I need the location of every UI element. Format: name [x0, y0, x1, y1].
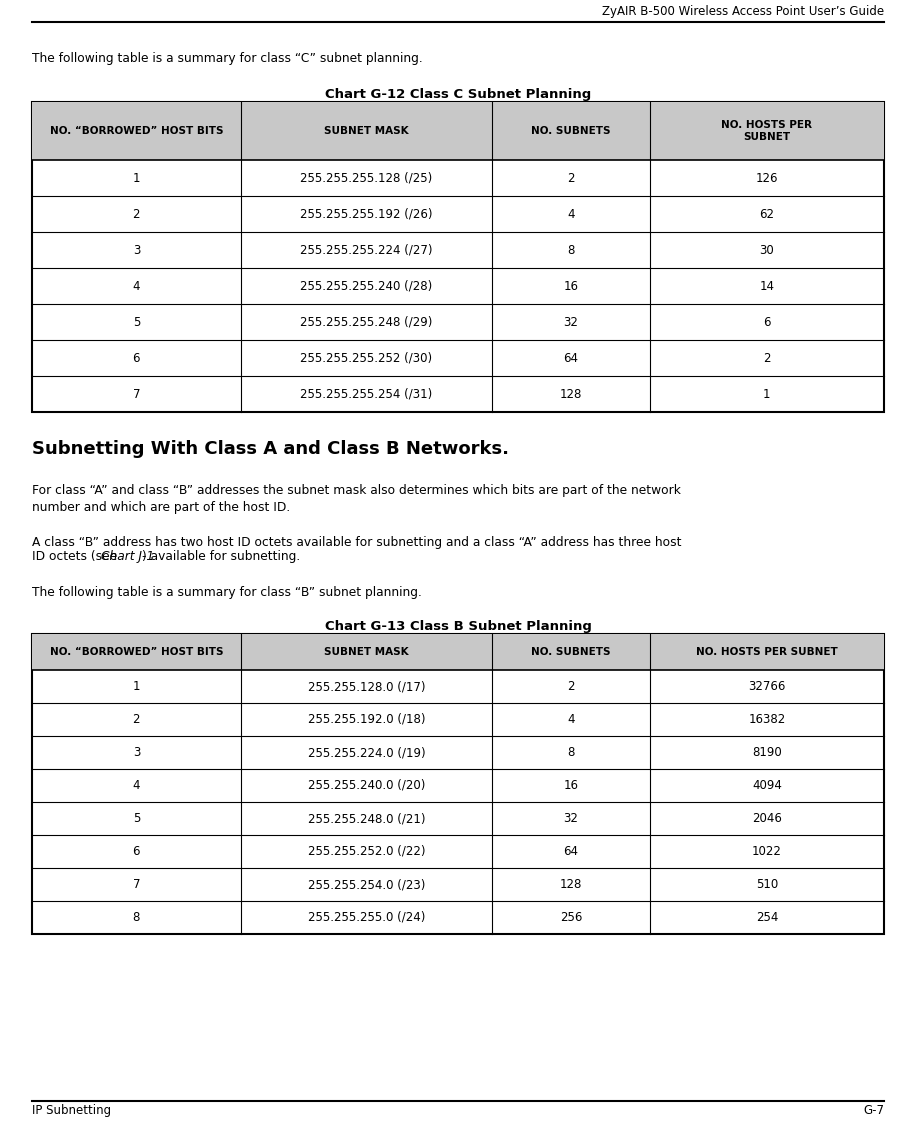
Text: 255.255.255.224 (/27): 255.255.255.224 (/27) — [300, 244, 432, 256]
Text: 255.255.255.240 (/28): 255.255.255.240 (/28) — [300, 280, 432, 292]
Text: 255.255.255.252 (/30): 255.255.255.252 (/30) — [300, 351, 432, 365]
Text: Chart G-13 Class B Subnet Planning: Chart G-13 Class B Subnet Planning — [324, 620, 592, 633]
Text: 4: 4 — [567, 208, 574, 220]
Text: 2: 2 — [133, 713, 140, 725]
Text: 32: 32 — [563, 316, 578, 329]
Bar — [32, 102, 884, 412]
Text: 255.255.240.0 (/20): 255.255.240.0 (/20) — [308, 779, 425, 792]
Text: 1: 1 — [133, 681, 140, 693]
Text: 3: 3 — [133, 244, 140, 256]
Text: 7: 7 — [133, 878, 140, 891]
Text: 255.255.252.0 (/22): 255.255.252.0 (/22) — [308, 844, 425, 858]
Text: 255.255.254.0 (/23): 255.255.254.0 (/23) — [308, 878, 425, 891]
Text: 255.255.255.0 (/24): 255.255.255.0 (/24) — [308, 911, 425, 924]
Text: 16: 16 — [563, 280, 578, 292]
Text: ZyAIR B-500 Wireless Access Point User’s Guide: ZyAIR B-500 Wireless Access Point User’s… — [602, 4, 884, 18]
Text: 64: 64 — [563, 351, 578, 365]
Text: 3: 3 — [133, 746, 140, 759]
Text: 4: 4 — [567, 713, 574, 725]
Text: A class “B” address has two host ID octets available for subnetting and a class : A class “B” address has two host ID octe… — [32, 536, 682, 549]
Text: SUBNET MASK: SUBNET MASK — [324, 647, 409, 657]
Text: NO. “BORROWED” HOST BITS: NO. “BORROWED” HOST BITS — [49, 647, 224, 657]
Text: 254: 254 — [756, 911, 778, 924]
Text: The following table is a summary for class “C” subnet planning.: The following table is a summary for cla… — [32, 52, 423, 65]
Text: 7: 7 — [133, 387, 140, 401]
Text: NO. SUBNETS: NO. SUBNETS — [531, 126, 611, 136]
Text: 1: 1 — [133, 172, 140, 184]
Text: NO. HOSTS PER SUBNET: NO. HOSTS PER SUBNET — [696, 647, 838, 657]
Text: The following table is a summary for class “B” subnet planning.: The following table is a summary for cla… — [32, 586, 422, 599]
Text: 255.255.255.192 (/26): 255.255.255.192 (/26) — [300, 208, 432, 220]
Text: 510: 510 — [756, 878, 778, 891]
Text: 6: 6 — [133, 844, 140, 858]
Text: 255.255.255.248 (/29): 255.255.255.248 (/29) — [300, 316, 432, 329]
Text: Chart J-1: Chart J-1 — [101, 550, 154, 563]
Bar — [32, 634, 884, 934]
Text: 5: 5 — [133, 316, 140, 329]
Text: NO. “BORROWED” HOST BITS: NO. “BORROWED” HOST BITS — [49, 126, 224, 136]
Text: 4: 4 — [133, 779, 140, 792]
Bar — [32, 634, 884, 670]
Text: 128: 128 — [560, 878, 582, 891]
Text: 32: 32 — [563, 812, 578, 825]
Text: 62: 62 — [759, 208, 774, 220]
Text: 255.255.224.0 (/19): 255.255.224.0 (/19) — [308, 746, 425, 759]
Text: 5: 5 — [133, 812, 140, 825]
Text: 30: 30 — [759, 244, 774, 256]
Text: 4: 4 — [133, 280, 140, 292]
Text: NO. SUBNETS: NO. SUBNETS — [531, 647, 611, 657]
Bar — [32, 102, 884, 159]
Text: G-7: G-7 — [863, 1104, 884, 1117]
Text: 2046: 2046 — [752, 812, 781, 825]
Text: 255.255.255.254 (/31): 255.255.255.254 (/31) — [300, 387, 432, 401]
Text: 14: 14 — [759, 280, 774, 292]
Text: 64: 64 — [563, 844, 578, 858]
Text: SUBNET MASK: SUBNET MASK — [324, 126, 409, 136]
Text: 126: 126 — [756, 172, 778, 184]
Text: 255.255.128.0 (/17): 255.255.128.0 (/17) — [308, 681, 425, 693]
Text: 6: 6 — [763, 316, 770, 329]
Text: 16: 16 — [563, 779, 578, 792]
Text: 1: 1 — [763, 387, 770, 401]
Text: 6: 6 — [133, 351, 140, 365]
Text: IP Subnetting: IP Subnetting — [32, 1104, 111, 1117]
Text: 8190: 8190 — [752, 746, 781, 759]
Text: 2: 2 — [763, 351, 770, 365]
Text: 255.255.255.128 (/25): 255.255.255.128 (/25) — [300, 172, 432, 184]
Text: 2: 2 — [567, 681, 574, 693]
Text: Chart G-12 Class C Subnet Planning: Chart G-12 Class C Subnet Planning — [325, 88, 591, 101]
Text: 255.255.248.0 (/21): 255.255.248.0 (/21) — [308, 812, 425, 825]
Text: 32766: 32766 — [748, 681, 786, 693]
Text: NO. HOSTS PER
SUBNET: NO. HOSTS PER SUBNET — [722, 120, 812, 141]
Text: Subnetting With Class A and Class B Networks.: Subnetting With Class A and Class B Netw… — [32, 440, 509, 458]
Text: 8: 8 — [567, 244, 574, 256]
Text: 16382: 16382 — [748, 713, 786, 725]
Text: ID octets (see: ID octets (see — [32, 550, 121, 563]
Text: 8: 8 — [133, 911, 140, 924]
Text: 4094: 4094 — [752, 779, 781, 792]
Text: 2: 2 — [133, 208, 140, 220]
Text: 2: 2 — [567, 172, 574, 184]
Text: For class “A” and class “B” addresses the subnet mask also determines which bits: For class “A” and class “B” addresses th… — [32, 484, 681, 514]
Text: 8: 8 — [567, 746, 574, 759]
Text: ) available for subnetting.: ) available for subnetting. — [142, 550, 300, 563]
Text: 128: 128 — [560, 387, 582, 401]
Text: 256: 256 — [560, 911, 582, 924]
Text: 1022: 1022 — [752, 844, 781, 858]
Text: 255.255.192.0 (/18): 255.255.192.0 (/18) — [308, 713, 425, 725]
